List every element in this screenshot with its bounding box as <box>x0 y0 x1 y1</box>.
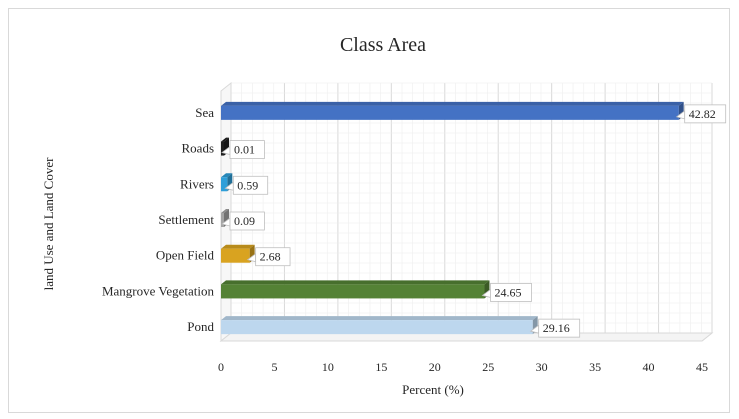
chart-frame: Class Area Sea Roads Rivers Settlement Open … <box>8 8 730 413</box>
category-label: Rivers <box>180 176 214 191</box>
bar-front-face <box>221 141 224 156</box>
data-label-text: 0.09 <box>234 214 255 228</box>
x-tick-label: 5 <box>271 360 277 374</box>
data-label-sea: 42.82 <box>675 104 727 124</box>
bar-top-face <box>221 209 229 213</box>
x-tick-label: 25 <box>482 360 494 374</box>
x-tick-label: 10 <box>322 360 334 374</box>
category-label: Open Field <box>156 248 215 263</box>
category-label: Roads <box>182 141 215 156</box>
bar-top-face <box>221 101 684 106</box>
x-tick-label: 45 <box>696 360 708 374</box>
y-axis-label: land Use and Land Cover <box>41 157 56 291</box>
bar-top-face <box>221 137 229 142</box>
data-label-text: 29.16 <box>543 321 570 335</box>
bars-group <box>221 101 684 335</box>
category-label: Sea <box>195 105 214 120</box>
data-label-text: 0.59 <box>237 178 258 192</box>
data-label-roads: 0.01 <box>221 140 265 159</box>
data-labels: 42.82 0.01 0.59 0.09 2.68 24.65 29.16 <box>221 104 727 338</box>
data-label-mangrove-vegetation: 24.65 <box>481 283 532 302</box>
x-tick-label: 40 <box>643 360 655 374</box>
data-label-box <box>232 175 269 195</box>
x-tick-label: 30 <box>536 360 548 374</box>
category-labels: Sea Roads Rivers Settlement Open Field Mangro… <box>102 105 215 334</box>
data-label-settlement: 0.09 <box>221 211 265 231</box>
data-label-box <box>229 140 265 159</box>
bar-front-face <box>221 248 250 263</box>
data-label-text: 2.68 <box>260 250 281 264</box>
x-axis-label: Percent (%) <box>402 382 464 397</box>
data-label-box <box>255 247 291 267</box>
data-label-text: 42.82 <box>689 107 716 121</box>
data-label-pond: 29.16 <box>529 318 581 338</box>
category-label: Mangrove Vegetation <box>102 283 215 298</box>
bar-top-face <box>221 173 233 178</box>
data-label-box <box>684 104 727 124</box>
bar-sea <box>221 101 684 120</box>
data-label-open-field: 2.68 <box>246 247 291 267</box>
chart-title: Class Area <box>340 34 426 56</box>
bar-top-face <box>221 244 255 249</box>
data-label-rivers: 0.59 <box>224 175 269 195</box>
category-label: Settlement <box>158 212 214 227</box>
bar-top-face <box>221 280 490 285</box>
data-label-box <box>538 318 581 338</box>
bar-front-face <box>221 284 485 299</box>
x-tick-label: 20 <box>429 360 441 374</box>
floor <box>219 332 714 342</box>
bar-top-face <box>221 316 538 321</box>
x-tick-label: 0 <box>218 360 224 374</box>
data-label-text: 0.01 <box>234 143 255 157</box>
data-label-box <box>229 211 265 231</box>
grid-lines <box>219 81 714 343</box>
x-tick-label: 35 <box>589 360 601 374</box>
bar-front-face <box>221 320 533 335</box>
bar-chart: Class Area Sea Roads Rivers Settlement Open … <box>41 34 727 397</box>
data-label-text: 24.65 <box>494 285 521 299</box>
bar-mangrove-vegetation <box>221 280 490 299</box>
bar-front-face <box>221 105 679 120</box>
data-label-box <box>490 283 532 302</box>
bar-front-face <box>221 177 228 192</box>
category-label: Pond <box>187 319 214 334</box>
x-tick-label: 15 <box>375 360 387 374</box>
x-tick-labels: 0 5 10 15 20 25 30 35 40 45 <box>218 360 708 374</box>
bar-front-face <box>221 213 224 227</box>
bar-pond <box>221 316 538 335</box>
